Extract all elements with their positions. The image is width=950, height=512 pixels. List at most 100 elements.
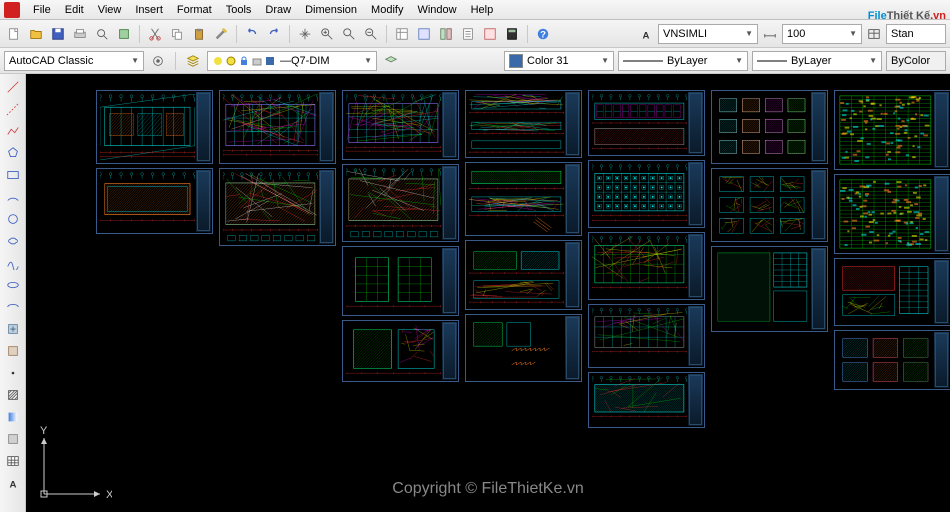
menu-bar: FileEditViewInsertFormatToolsDrawDimensi… [0, 0, 950, 20]
svg-text:?: ? [540, 29, 546, 40]
point-tool[interactable] [4, 364, 22, 382]
svg-text:Y: Y [40, 426, 48, 437]
zoom-realtime-button[interactable] [317, 24, 337, 44]
match-button[interactable] [211, 24, 231, 44]
pline-tool[interactable] [4, 122, 22, 140]
circle-tool[interactable] [4, 210, 22, 228]
tool-palettes-button[interactable] [436, 24, 456, 44]
drawing-sheet [711, 246, 828, 332]
workspace-value: AutoCAD Classic [9, 55, 93, 67]
drawing-sheet [834, 258, 950, 326]
menu-draw[interactable]: Draw [258, 2, 298, 18]
rectangle-tool[interactable] [4, 166, 22, 184]
zoom-previous-button[interactable] [361, 24, 381, 44]
drawing-sheet [711, 168, 828, 242]
properties-toolbar: AutoCAD Classic▼ —Q7-DIM▼ Color 31▼ ByLa… [0, 48, 950, 74]
color-combo[interactable]: Color 31▼ [504, 51, 614, 71]
layer-manager-button[interactable] [183, 51, 203, 71]
zoom-window-button[interactable] [339, 24, 359, 44]
menu-help[interactable]: Help [464, 2, 501, 18]
menu-file[interactable]: File [26, 2, 58, 18]
menu-edit[interactable]: Edit [58, 2, 91, 18]
layer-value: —Q7-DIM [280, 55, 330, 67]
plot-button[interactable] [70, 24, 90, 44]
drawing-sheet [465, 314, 582, 382]
publish-button[interactable] [114, 24, 134, 44]
linetype-combo[interactable]: ByLayer▼ [618, 51, 748, 71]
copy-button[interactable] [167, 24, 187, 44]
xline-tool[interactable] [4, 100, 22, 118]
layer-combo[interactable]: —Q7-DIM▼ [207, 51, 377, 71]
drawing-sheet [588, 232, 705, 300]
ellipse-tool[interactable] [4, 276, 22, 294]
size-combo[interactable]: 100▼ [782, 24, 862, 44]
table-style-combo[interactable]: Stan [886, 24, 946, 44]
make-block-tool[interactable] [4, 342, 22, 360]
design-center-button[interactable] [414, 24, 434, 44]
calc-button[interactable] [502, 24, 522, 44]
drawing-sheet [219, 168, 336, 246]
revcloud-tool[interactable] [4, 232, 22, 250]
menu-modify[interactable]: Modify [364, 2, 410, 18]
drawing-canvas[interactable]: X Y Copyright © FileThietKe.vn [26, 74, 950, 512]
table-style-icon[interactable] [864, 24, 884, 44]
spline-tool[interactable] [4, 254, 22, 272]
drawing-sheet [465, 240, 582, 310]
gradient-tool[interactable] [4, 408, 22, 426]
drawing-sheet [342, 246, 459, 316]
menu-view[interactable]: View [91, 2, 129, 18]
region-tool[interactable] [4, 430, 22, 448]
line-tool[interactable] [4, 78, 22, 96]
menu-window[interactable]: Window [410, 2, 463, 18]
drawing-sheet [219, 90, 336, 164]
size-combo-value: 100 [787, 28, 805, 40]
open-button[interactable] [26, 24, 46, 44]
plotstyle-value: ByColor [891, 55, 930, 67]
menu-insert[interactable]: Insert [128, 2, 170, 18]
lineweight-combo[interactable]: ByLayer▼ [752, 51, 882, 71]
cut-button[interactable] [145, 24, 165, 44]
drawing-sheet [834, 174, 950, 254]
color-swatch [509, 54, 523, 68]
mtext-tool[interactable]: A [4, 474, 22, 492]
font-combo-value: VNSIMLI [663, 28, 707, 40]
font-combo[interactable]: VNSIMLI▼ [658, 24, 758, 44]
new-button[interactable] [4, 24, 24, 44]
linetype-value: ByLayer [667, 55, 707, 67]
table-tool[interactable] [4, 452, 22, 470]
ellipse-arc-tool[interactable] [4, 298, 22, 316]
menu-dimension[interactable]: Dimension [298, 2, 364, 18]
menu-tools[interactable]: Tools [219, 2, 259, 18]
insert-block-tool[interactable] [4, 320, 22, 338]
drawing-sheet [342, 320, 459, 382]
menu-format[interactable]: Format [170, 2, 219, 18]
drawing-sheet [465, 162, 582, 236]
drawing-sheet [834, 330, 950, 390]
lineweight-preview [757, 57, 787, 65]
arc-tool[interactable] [4, 188, 22, 206]
svg-text:X: X [106, 489, 112, 501]
plotstyle-combo[interactable]: ByColor [886, 51, 946, 71]
drawing-sheet [465, 90, 582, 158]
sheet-set-button[interactable] [458, 24, 478, 44]
redo-button[interactable] [264, 24, 284, 44]
text-style-icon[interactable]: A [636, 24, 656, 44]
workspace-settings-icon[interactable] [148, 51, 168, 71]
workspace-combo[interactable]: AutoCAD Classic▼ [4, 51, 144, 71]
drawing-sheet [588, 90, 705, 156]
polygon-tool[interactable] [4, 144, 22, 162]
markup-button[interactable] [480, 24, 500, 44]
drawing-sheet [96, 168, 213, 234]
hatch-tool[interactable] [4, 386, 22, 404]
drawing-sheet [834, 90, 950, 170]
layer-previous-button[interactable] [381, 51, 401, 71]
dim-style-icon[interactable] [760, 24, 780, 44]
properties-button[interactable] [392, 24, 412, 44]
paste-button[interactable] [189, 24, 209, 44]
save-button[interactable] [48, 24, 68, 44]
pan-button[interactable] [295, 24, 315, 44]
undo-button[interactable] [242, 24, 262, 44]
help-button[interactable]: ? [533, 24, 553, 44]
app-icon [4, 2, 20, 18]
preview-button[interactable] [92, 24, 112, 44]
